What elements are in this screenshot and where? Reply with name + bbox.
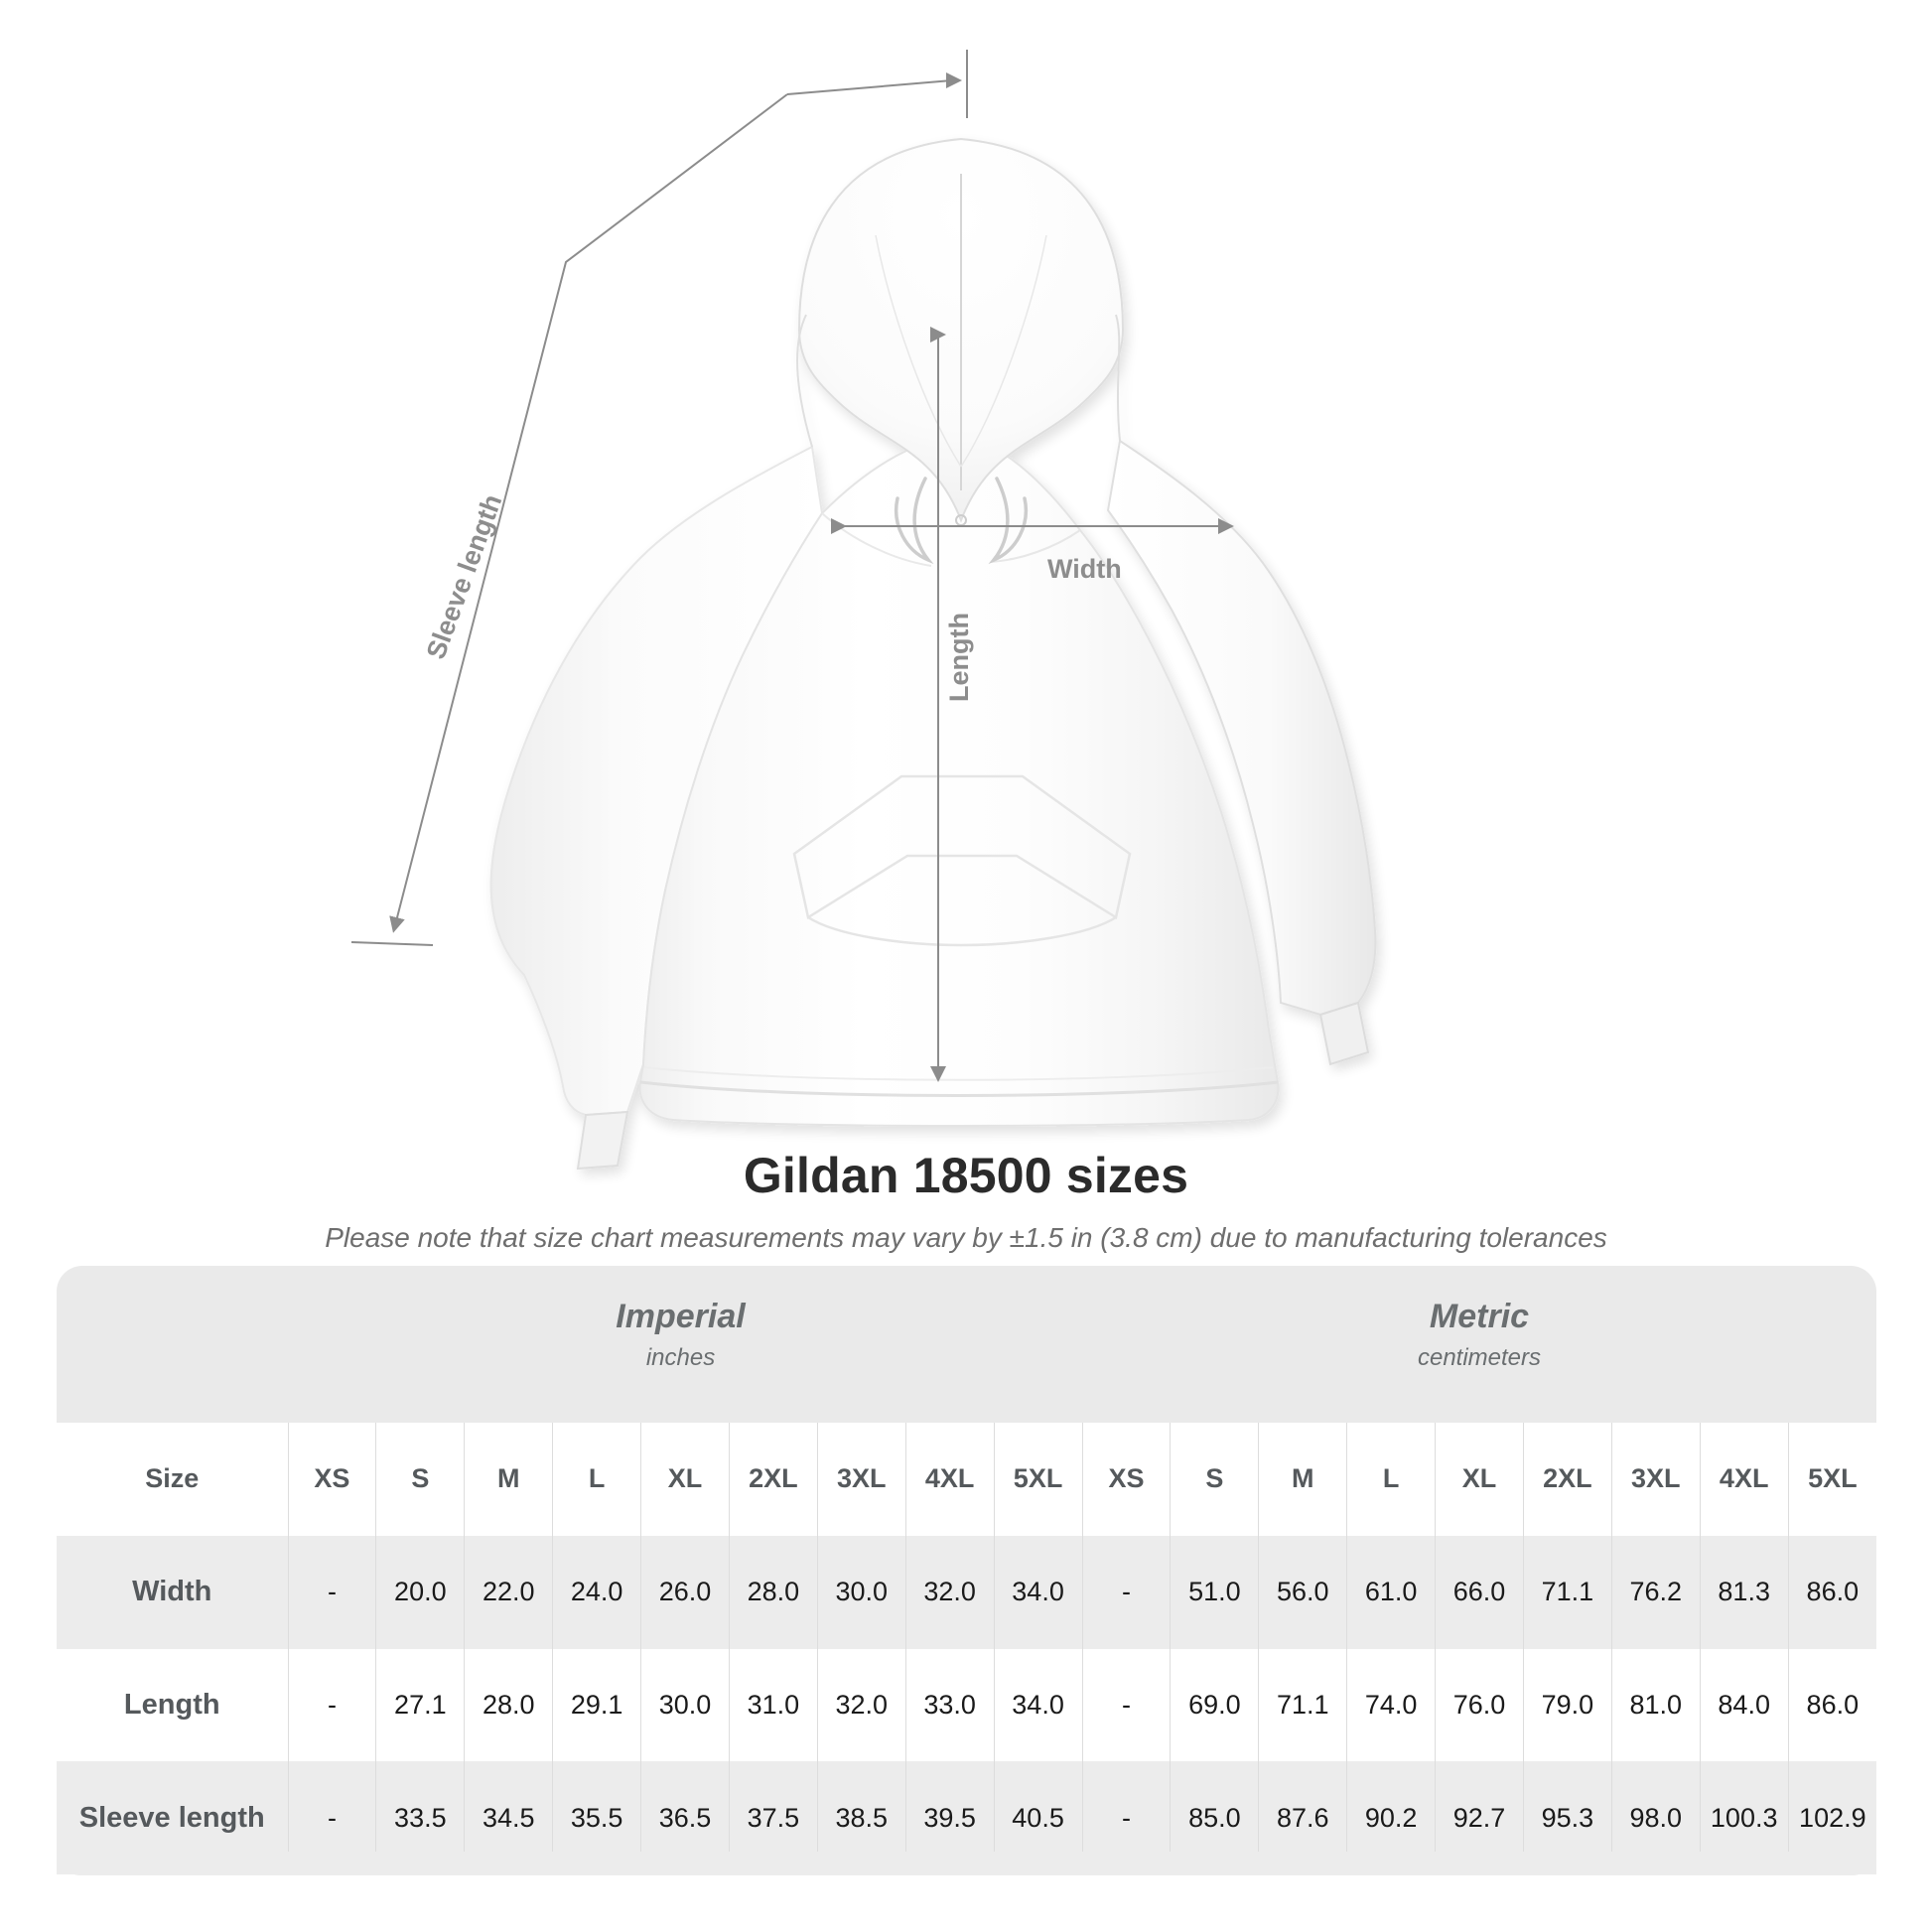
svg-text:Width: Width (1047, 554, 1122, 584)
svg-text:Length: Length (944, 613, 974, 702)
svg-text:Sleeve length: Sleeve length (421, 490, 508, 663)
